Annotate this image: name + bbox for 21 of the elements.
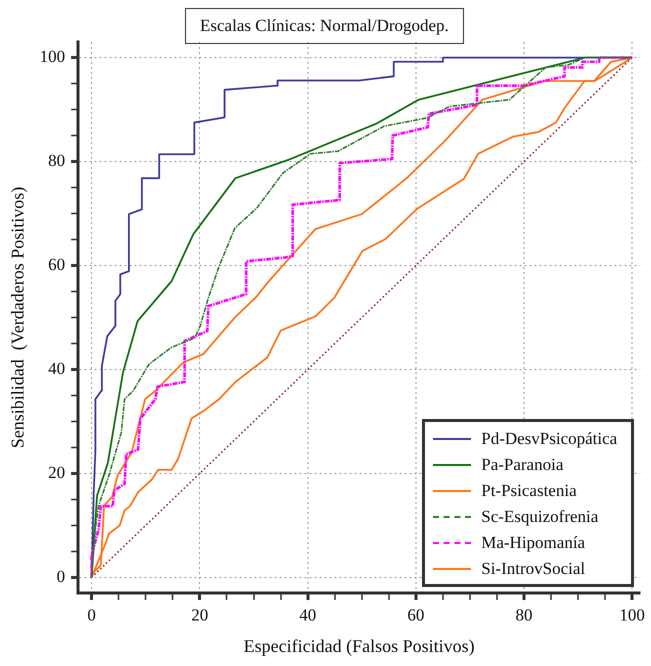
x-tick-label: 100 (619, 606, 645, 625)
legend-label: Pa-Paranoia (481, 455, 564, 475)
legend-label: Pd-DesvPsicopática (481, 429, 618, 449)
y-tick-label: 100 (40, 47, 66, 66)
y-tick-label: 80 (48, 151, 66, 170)
chart-title: Escalas Clínicas: Normal/Drogodep. (185, 8, 464, 44)
x-tick-label: 20 (191, 606, 208, 625)
legend-label: Sc-Esquizofrenia (481, 507, 598, 527)
x-axis-title: Especificidad (Falsos Positivos) (244, 636, 475, 656)
y-axis-title: Sensibilidad (Verdaderos Positivos) (8, 186, 28, 448)
x-tick-label: 0 (87, 606, 96, 625)
x-tick-label: 60 (407, 606, 424, 625)
x-tick-label: 40 (299, 606, 316, 625)
y-tick-label: 60 (48, 254, 66, 274)
y-tick-label: 40 (48, 358, 66, 378)
y-tick-label: 0 (56, 566, 66, 586)
x-tick-label: 80 (516, 606, 533, 625)
legend-label: Ma-Hipomanía (481, 533, 586, 553)
legend-label: Si-IntrovSocial (481, 559, 586, 579)
y-tick-label: 20 (48, 462, 66, 482)
legend-label: Pt-Psicastenia (481, 481, 577, 501)
